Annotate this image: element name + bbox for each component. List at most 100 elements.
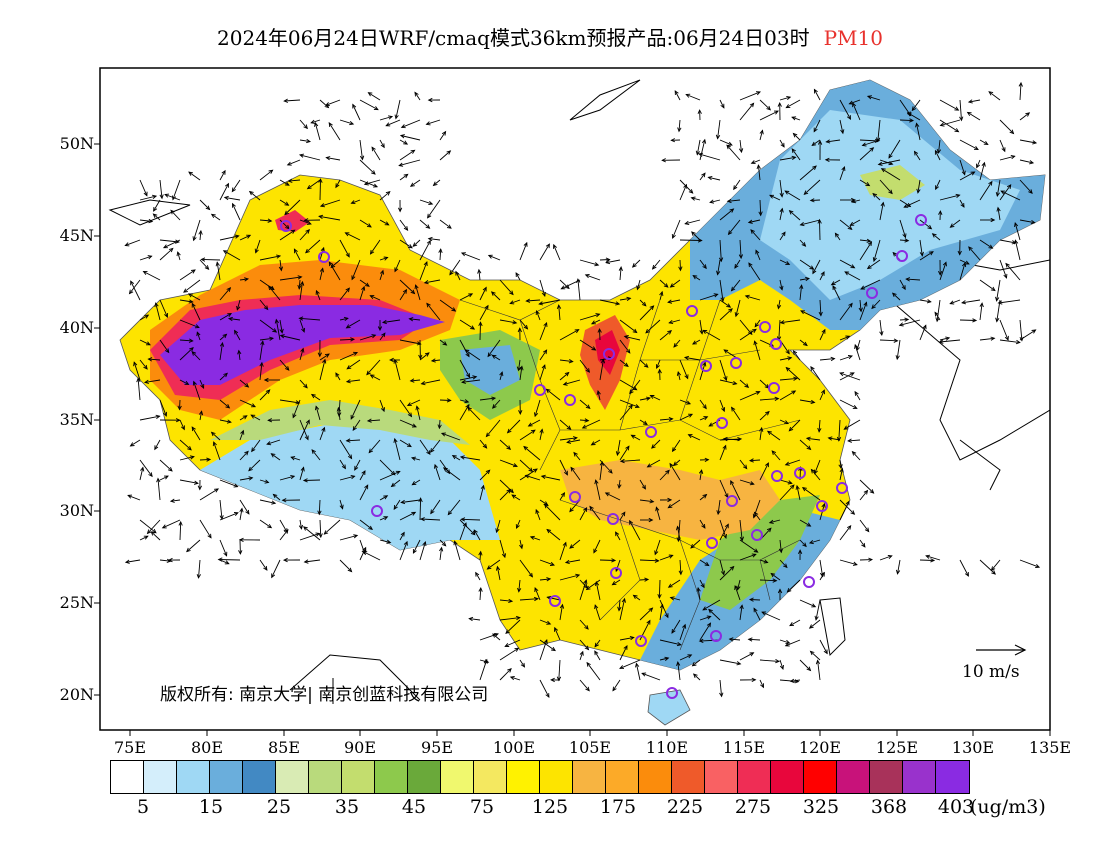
wind-vector-head xyxy=(929,251,934,256)
wind-vector xyxy=(999,339,1020,343)
wind-vector-head xyxy=(535,508,540,514)
wind-vector xyxy=(641,672,661,681)
wind-vector-head xyxy=(383,256,389,261)
wind-vector-head xyxy=(148,472,153,478)
wind-vector xyxy=(199,458,211,461)
wind-vector xyxy=(991,559,1001,571)
wind-vector-head xyxy=(432,181,438,187)
wind-vector xyxy=(219,419,231,423)
wind-vector xyxy=(939,119,959,133)
wind-vector-head xyxy=(615,451,621,457)
wind-vector-head xyxy=(793,376,799,381)
wind-vector xyxy=(979,181,993,201)
wind-vector xyxy=(839,372,855,381)
wind-vector-head xyxy=(995,296,1000,302)
wind-vector xyxy=(655,507,661,521)
colorbar-swatch xyxy=(342,761,375,793)
wind-vector xyxy=(839,525,852,541)
wind-vector xyxy=(619,636,634,641)
wind-vector xyxy=(271,559,281,578)
wind-vector-head xyxy=(810,365,815,371)
wind-vector xyxy=(612,579,621,586)
wind-vector-head xyxy=(692,275,698,280)
wind-vector xyxy=(839,468,843,481)
wind-vector xyxy=(188,171,201,181)
colorbar-tick: 35 xyxy=(334,796,360,818)
wind-vector xyxy=(888,139,901,159)
wind-vector xyxy=(867,259,881,269)
wind-vector xyxy=(619,319,637,333)
wind-vector-head xyxy=(665,469,670,475)
wind-vector-head xyxy=(869,147,875,152)
wind-vector xyxy=(536,310,541,321)
wind-vector-head xyxy=(867,241,873,247)
wind-vector-head xyxy=(549,561,555,566)
wind-vector-head xyxy=(655,506,660,512)
wind-vector-head xyxy=(468,616,474,622)
wind-vector xyxy=(999,184,1012,201)
wind-vector-head xyxy=(410,456,416,461)
wind-vector-head xyxy=(368,525,374,531)
wind-vector xyxy=(510,299,521,304)
wind-vector-head xyxy=(284,528,289,534)
wind-vector-head xyxy=(583,579,588,585)
wind-vector xyxy=(198,559,201,578)
wind-vector xyxy=(939,339,961,343)
wind-vector-head xyxy=(409,378,415,383)
wind-vector xyxy=(791,148,801,161)
wind-vector xyxy=(678,119,681,132)
wind-vector xyxy=(279,529,289,541)
wind-vector xyxy=(426,119,441,125)
station-marker xyxy=(607,513,619,525)
wind-vector-head xyxy=(345,438,351,443)
wind-vector-head xyxy=(706,622,712,628)
wind-vector-head xyxy=(530,429,536,434)
wind-vector xyxy=(999,155,1015,161)
wind-vector-head xyxy=(335,372,340,378)
wind-vector-head xyxy=(791,155,797,160)
wind-vector-head xyxy=(410,149,416,154)
wind-vector xyxy=(459,522,467,541)
wind-vector xyxy=(499,459,518,467)
wind-vector-head xyxy=(659,603,665,609)
wind-vector-head xyxy=(861,542,866,548)
wind-vector xyxy=(859,139,879,142)
station-marker xyxy=(569,491,581,503)
wind-vector xyxy=(499,668,512,681)
wind-vector xyxy=(579,651,584,661)
wind-vector xyxy=(199,230,202,241)
wind-vector-head xyxy=(748,330,753,336)
wind-vector xyxy=(806,437,821,441)
wind-vector xyxy=(839,219,852,230)
wind-vector-head xyxy=(632,594,638,600)
wind-vector-head xyxy=(495,528,500,534)
station-markers xyxy=(280,214,927,699)
wind-vector xyxy=(839,372,861,381)
wind-vector xyxy=(431,359,441,362)
wind-vector xyxy=(239,399,256,408)
wind-vector xyxy=(239,415,248,421)
station-marker xyxy=(610,567,622,579)
wind-vector xyxy=(234,330,241,341)
wind-vector-head xyxy=(284,181,290,186)
lat-label-35n: 35N xyxy=(59,410,94,429)
wind-vector-head xyxy=(708,422,714,427)
colorbar-swatch xyxy=(375,761,408,793)
wind-vector-head xyxy=(669,462,674,468)
wind-vector-head xyxy=(451,307,457,312)
wind-vector xyxy=(670,279,681,288)
wind-vector xyxy=(339,534,358,541)
wind-vector-head xyxy=(779,285,784,291)
wind-vector-head xyxy=(687,434,693,439)
wind-vector-head xyxy=(847,355,853,360)
wind-vector-head xyxy=(626,296,632,301)
wind-vector xyxy=(339,239,350,258)
wind-vector-head xyxy=(753,548,759,553)
wind-vector-head xyxy=(729,208,735,213)
wind-vector-head xyxy=(707,175,713,181)
wind-vector-head xyxy=(594,580,600,587)
wind-vector xyxy=(862,139,881,146)
wind-vector xyxy=(153,199,161,212)
wind-vector-head xyxy=(743,464,748,470)
wind-vector xyxy=(559,574,580,581)
